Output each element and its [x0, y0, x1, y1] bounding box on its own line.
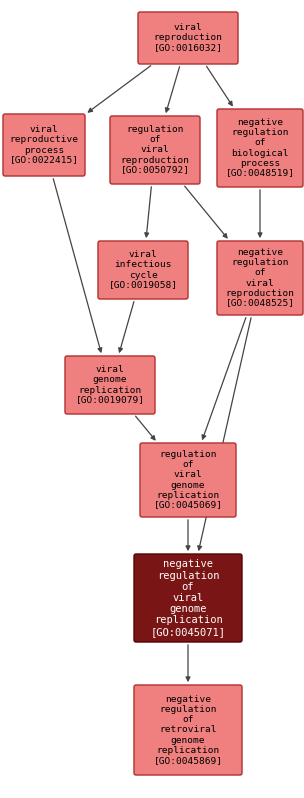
- FancyBboxPatch shape: [138, 12, 238, 64]
- Text: viral
genome
replication
[GO:0019079]: viral genome replication [GO:0019079]: [75, 365, 144, 405]
- Text: viral
reproduction
[GO:0016032]: viral reproduction [GO:0016032]: [154, 23, 223, 53]
- FancyBboxPatch shape: [217, 109, 303, 187]
- FancyBboxPatch shape: [65, 356, 155, 414]
- Text: regulation
of
viral
reproduction
[GO:0050792]: regulation of viral reproduction [GO:005…: [120, 125, 189, 175]
- FancyBboxPatch shape: [134, 554, 242, 642]
- Text: negative
regulation
of
retroviral
genome
replication
[GO:0045869]: negative regulation of retroviral genome…: [154, 695, 223, 764]
- FancyBboxPatch shape: [3, 114, 85, 176]
- FancyBboxPatch shape: [110, 116, 200, 184]
- Text: negative
regulation
of
biological
process
[GO:0048519]: negative regulation of biological proces…: [226, 118, 295, 178]
- Text: viral
infectious
cycle
[GO:0019058]: viral infectious cycle [GO:0019058]: [109, 251, 178, 290]
- Text: regulation
of
viral
genome
replication
[GO:0045069]: regulation of viral genome replication […: [154, 450, 223, 510]
- FancyBboxPatch shape: [140, 443, 236, 517]
- Text: viral
reproductive
process
[GO:0022415]: viral reproductive process [GO:0022415]: [9, 125, 78, 164]
- Text: negative
regulation
of
viral
genome
replication
[GO:0045071]: negative regulation of viral genome repl…: [150, 559, 226, 637]
- FancyBboxPatch shape: [134, 685, 242, 775]
- FancyBboxPatch shape: [217, 241, 303, 315]
- FancyBboxPatch shape: [98, 241, 188, 299]
- Text: negative
regulation
of
viral
reproduction
[GO:0048525]: negative regulation of viral reproductio…: [226, 248, 295, 307]
